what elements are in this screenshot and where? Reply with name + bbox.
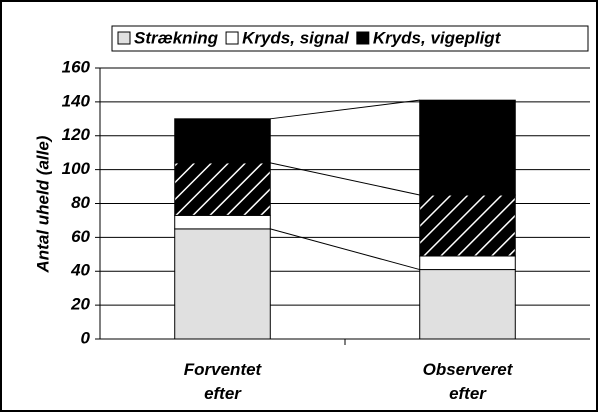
y-tick-label: 80 [71, 193, 90, 212]
bar-segment [174, 214, 271, 230]
bar-segment [174, 228, 271, 340]
legend-swatch [117, 31, 131, 45]
y-tick-label: 160 [62, 57, 91, 76]
x-tick-line: Observeret [423, 360, 514, 379]
bar-segment [419, 269, 516, 340]
y-tick-label: 20 [70, 295, 90, 314]
x-tick-line: efter [449, 384, 487, 403]
legend-box [111, 25, 589, 52]
connector [270, 228, 420, 271]
bar-segment [419, 99, 516, 196]
y-tick-label: 60 [71, 227, 90, 246]
x-tick-label: Forventet efter [184, 360, 263, 403]
x-tick-line: efter [204, 384, 242, 403]
y-tick-label: 40 [70, 261, 90, 280]
legend-label: Kryds, vigepligt [373, 28, 502, 47]
y-tick-label: 100 [62, 159, 91, 178]
bar-segment [419, 194, 516, 257]
y-tick-label: 0 [81, 328, 91, 347]
x-tick-label: Observeret efter [423, 360, 514, 403]
y-tick-label: 120 [62, 125, 91, 144]
legend-label: Strækning [134, 28, 219, 47]
y-axis-label: Antal uheld (alle) [33, 135, 52, 273]
bar-segment [419, 255, 516, 271]
bar-segment [174, 118, 271, 164]
legend-label: Kryds, signal [242, 28, 350, 47]
bar-segment [174, 162, 271, 216]
y-tick-label: 140 [62, 91, 91, 110]
connector [270, 99, 420, 120]
connector [270, 162, 420, 196]
legend-swatch [225, 31, 239, 45]
x-tick-line: Forventet [184, 360, 263, 379]
legend-swatch [356, 31, 370, 45]
